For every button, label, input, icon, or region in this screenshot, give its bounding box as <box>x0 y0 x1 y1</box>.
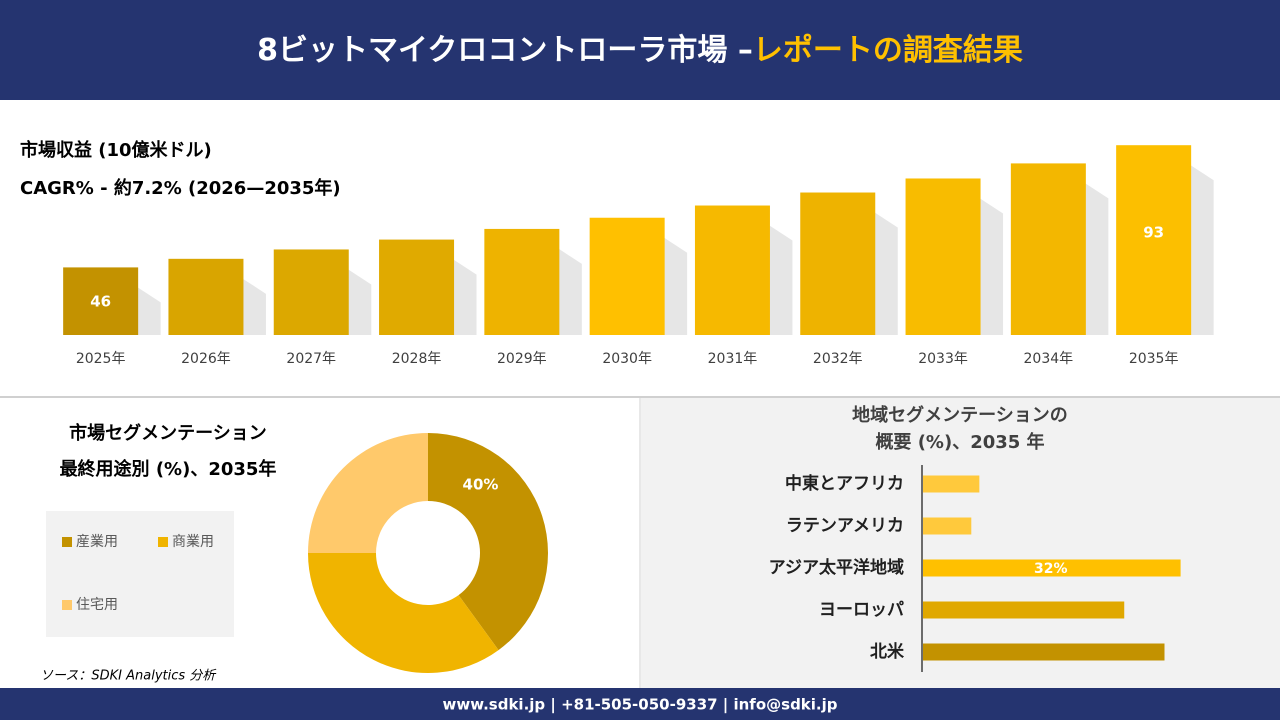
bar <box>1010 163 1086 335</box>
bar-title: 市場収益 (10億米ドル) <box>20 139 212 161</box>
bar <box>589 217 665 335</box>
donut-title: 最終用途別 (%)、2035年 <box>60 458 277 480</box>
legend-box <box>46 511 234 637</box>
hbar-title: 概要 (%)、2035 年 <box>875 431 1044 453</box>
bar-shadow <box>980 198 1004 335</box>
legend-label: 住宅用 <box>76 597 118 613</box>
donut-slice <box>308 433 428 553</box>
bar <box>800 192 876 335</box>
right-panel <box>641 398 1280 688</box>
bar <box>923 475 980 493</box>
header-bar <box>0 0 1280 100</box>
bar <box>923 517 972 535</box>
legend-swatch <box>62 600 72 610</box>
x-tick-label: 2030年 <box>602 351 652 367</box>
bar <box>905 178 981 335</box>
bar <box>1116 145 1192 335</box>
header-title-highlight: レポートの調査結果 <box>753 33 1023 68</box>
bar-shadow <box>1190 165 1214 335</box>
legend-swatch <box>158 537 168 547</box>
hbar-title: 地域セグメンテーションの <box>852 404 1068 426</box>
bar-shadow <box>453 259 477 335</box>
bar-shadow <box>664 237 688 335</box>
data-label: 46 <box>90 293 111 311</box>
legend-swatch <box>62 537 72 547</box>
x-tick-label: 2032年 <box>813 351 863 367</box>
source: ソース：SDKI Analytics 分析 <box>40 669 217 684</box>
bar <box>694 205 770 335</box>
bar-shadow <box>558 248 582 335</box>
x-tick-label: 2029年 <box>497 351 547 367</box>
donut-slice <box>308 553 499 674</box>
footer-contact: www.sdki.jp | +81-505-050-9337 | info@sd… <box>442 696 837 715</box>
data-label: 93 <box>1143 224 1164 242</box>
bar-shadow <box>242 278 266 335</box>
x-tick-label: 2033年 <box>918 351 968 367</box>
bar-shadow <box>769 225 793 335</box>
header-title-main: 8ビットマイクロコントローラ市場 – <box>257 33 753 68</box>
data-label: 32% <box>1034 561 1068 577</box>
bar-shadow <box>874 212 898 335</box>
x-tick-label: 2031年 <box>708 351 758 367</box>
y-tick-label: アジア太平洋地域 <box>769 557 904 578</box>
y-tick-label: ヨーロッパ <box>819 600 904 620</box>
y-tick-label: ラテンアメリカ <box>786 516 904 536</box>
x-tick-label: 2025年 <box>76 351 126 367</box>
bar <box>484 228 560 335</box>
bar <box>379 239 455 335</box>
bar <box>923 643 1165 661</box>
bar-shadow <box>137 287 161 335</box>
bar <box>168 258 244 335</box>
header-title: 8ビットマイクロコントローラ市場 –レポートの調査結果 <box>257 33 1023 68</box>
bar-shadow <box>1085 183 1109 335</box>
y-tick-label: 北米 <box>870 641 905 662</box>
x-tick-label: 2034年 <box>1024 351 1074 367</box>
data-label: 40% <box>463 475 499 493</box>
x-tick-label: 2026年 <box>181 351 231 367</box>
legend-label: 産業用 <box>76 534 118 550</box>
bar <box>923 559 1181 577</box>
y-tick-label: 中東とアフリカ <box>785 473 904 494</box>
bar-subtitle: CAGR% - 約7.2% (2026—2035年) <box>20 177 341 199</box>
donut-slice <box>428 433 548 651</box>
x-tick-label: 2028年 <box>392 351 442 367</box>
bar <box>273 249 349 335</box>
x-tick-label: 2035年 <box>1129 351 1179 367</box>
footer-bar <box>0 688 1280 720</box>
legend-label: 商業用 <box>172 534 214 550</box>
x-tick-label: 2027年 <box>286 351 336 367</box>
donut-title: 市場セグメンテーション <box>69 422 267 444</box>
bar-shadow <box>348 269 372 335</box>
bar <box>63 267 139 335</box>
bar <box>923 601 1125 619</box>
